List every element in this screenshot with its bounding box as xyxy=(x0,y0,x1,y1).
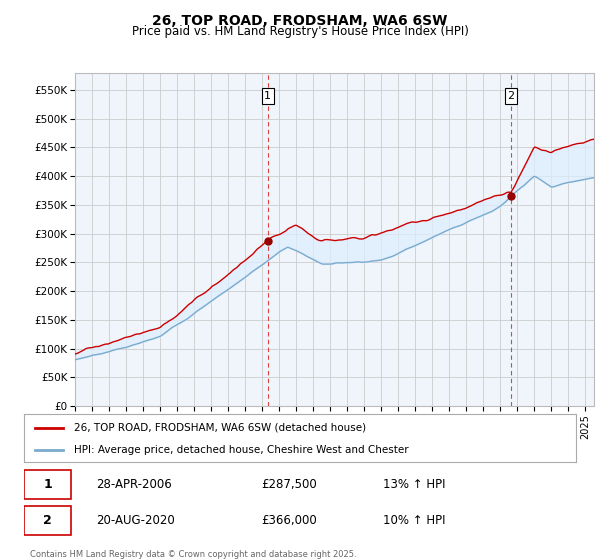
Text: 20-AUG-2020: 20-AUG-2020 xyxy=(96,514,175,527)
Text: 2: 2 xyxy=(43,514,52,527)
Text: £287,500: £287,500 xyxy=(262,478,317,491)
Text: 28-APR-2006: 28-APR-2006 xyxy=(96,478,172,491)
FancyBboxPatch shape xyxy=(24,506,71,535)
Text: HPI: Average price, detached house, Cheshire West and Chester: HPI: Average price, detached house, Ches… xyxy=(74,445,409,455)
Text: 10% ↑ HPI: 10% ↑ HPI xyxy=(383,514,445,527)
Text: Price paid vs. HM Land Registry's House Price Index (HPI): Price paid vs. HM Land Registry's House … xyxy=(131,25,469,38)
Text: 1: 1 xyxy=(264,91,271,101)
Text: 2: 2 xyxy=(508,91,515,101)
FancyBboxPatch shape xyxy=(24,470,71,498)
Text: 26, TOP ROAD, FRODSHAM, WA6 6SW (detached house): 26, TOP ROAD, FRODSHAM, WA6 6SW (detache… xyxy=(74,423,366,433)
Text: £366,000: £366,000 xyxy=(262,514,317,527)
Text: 13% ↑ HPI: 13% ↑ HPI xyxy=(383,478,445,491)
Text: 1: 1 xyxy=(43,478,52,491)
Text: 26, TOP ROAD, FRODSHAM, WA6 6SW: 26, TOP ROAD, FRODSHAM, WA6 6SW xyxy=(152,14,448,28)
Text: Contains HM Land Registry data © Crown copyright and database right 2025.
This d: Contains HM Land Registry data © Crown c… xyxy=(30,550,356,560)
